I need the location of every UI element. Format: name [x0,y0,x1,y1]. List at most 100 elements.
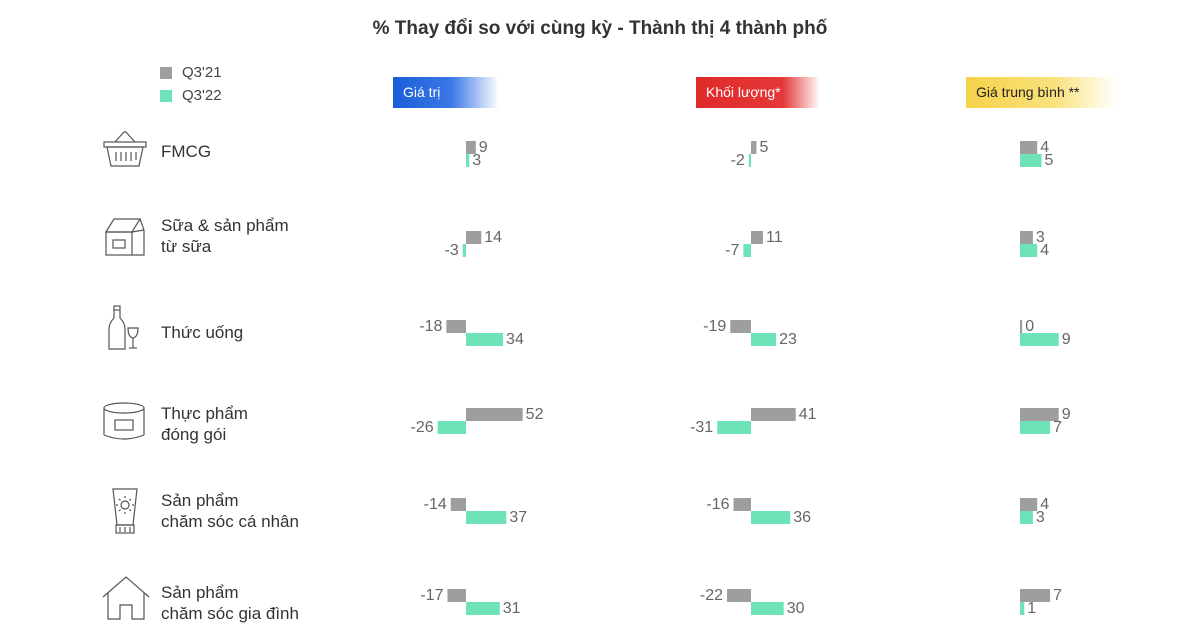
value-label-value-q3-22-row-5: 37 [509,509,527,526]
value-label-volume-q3-22-row-4: -31 [690,419,713,436]
value-label-price-q3-21-row-1: 4 [1040,139,1049,156]
bar-price-q3-22-row-6 [1020,602,1025,615]
value-label-value-q3-22-row-4: -26 [411,419,434,436]
value-label-price-q3-22-row-1: 5 [1045,152,1054,169]
category-label-line: Sữa & sản phẩm [161,216,289,235]
bar-value-q3-22-row-1 [466,154,470,167]
value-label-volume-q3-22-row-5: 36 [793,509,811,526]
bar-volume-q3-21-row-3 [730,320,751,333]
bar-volume-q3-22-row-3 [751,333,777,346]
bar-value-q3-22-row-5 [466,511,507,524]
value-label-volume-q3-21-row-3: -19 [703,318,726,335]
bar-value-q3-22-row-6 [466,602,500,615]
milk-carton-icon [104,218,145,256]
bar-value-q3-22-row-3 [466,333,504,346]
value-label-volume-q3-21-row-5: -16 [706,496,729,513]
value-label-price-q3-21-row-3: 0 [1025,318,1034,335]
bar-value-q3-21-row-1 [466,141,476,154]
value-label-volume-q3-22-row-6: 30 [787,600,805,617]
bar-value-q3-22-row-2 [462,244,466,257]
category-label-dairy: Sữa & sản phẩm từ sữa [161,215,289,257]
legend-label-q3-21: Q3'21 [182,64,222,81]
value-label-price-q3-22-row-3: 9 [1062,331,1071,348]
bar-volume-q3-22-row-1 [748,154,751,167]
bar-price-q3-22-row-4 [1020,421,1051,434]
bar-volume-q3-22-row-2 [743,244,751,257]
value-label-value-q3-21-row-3: -18 [419,318,442,335]
chart-title: % Thay đổi so với cùng kỳ - Thành thị 4 … [372,18,828,39]
bar-volume-q3-22-row-5 [751,511,791,524]
value-label-volume-q3-21-row-4: 41 [799,406,817,423]
bar-volume-q3-21-row-1 [751,141,757,154]
value-label-value-q3-22-row-3: 34 [506,331,524,348]
value-label-price-q3-22-row-6: 1 [1027,600,1036,617]
panel-header-volume: Khối lượng* [696,77,820,108]
bar-price-q3-22-row-2 [1020,244,1038,257]
wine-bottle-glass-icon [108,305,139,350]
value-label-volume-q3-22-row-1: -2 [731,152,745,169]
bar-price-q3-22-row-3 [1020,333,1059,346]
bar-volume-q3-21-row-5 [733,498,751,511]
bar-volume-q3-22-row-4 [717,421,751,434]
value-label-volume-q3-22-row-3: 23 [779,331,797,348]
food-can-icon [103,402,145,440]
value-label-value-q3-21-row-5: -14 [424,496,447,513]
legend-label-q3-22: Q3'22 [182,87,222,104]
value-label-price-q3-21-row-5: 4 [1040,496,1049,513]
value-label-value-q3-22-row-1: 3 [472,152,481,169]
category-label-line: đóng gói [161,425,227,444]
lotion-tube-icon [112,488,138,534]
bar-volume-q3-21-row-2 [751,231,763,244]
bar-value-q3-22-row-4 [437,421,466,434]
category-label-line: từ sữa [161,237,212,256]
bar-price-q3-21-row-1 [1020,141,1038,154]
category-label-line: Sản phẩm [161,583,239,602]
bar-price-q3-21-row-2 [1020,231,1033,244]
value-label-value-q3-21-row-6: -17 [420,587,443,604]
bar-value-q3-21-row-3 [446,320,466,333]
category-label-line: Thực phẩm [161,404,248,423]
category-label-packaged-food: Thực phẩm đóng gói [161,403,248,445]
value-label-price-q3-22-row-5: 3 [1036,509,1045,526]
basket-icon [103,131,147,167]
value-label-price-q3-21-row-6: 7 [1053,587,1062,604]
value-label-price-q3-21-row-4: 9 [1062,406,1071,423]
value-label-volume-q3-21-row-2: 11 [766,229,783,246]
category-label-line: FMCG [161,142,212,161]
panel-header-value: Giá trị [393,77,499,108]
value-label-value-q3-21-row-1: 9 [479,139,488,156]
category-label-beverages: Thức uống [161,322,243,343]
bar-volume-q3-21-row-6 [727,589,751,602]
bar-volume-q3-22-row-6 [751,602,784,615]
value-label-price-q3-21-row-2: 3 [1036,229,1045,246]
category-label-line: chăm sóc cá nhân [161,512,299,531]
bar-volume-q3-21-row-4 [751,408,796,421]
bar-price-q3-21-row-4 [1020,408,1059,421]
bar-value-q3-21-row-6 [447,589,466,602]
category-label-home-care: Sản phẩm chăm sóc gia đình [161,582,299,624]
legend-swatch-q3-22 [160,90,172,102]
value-label-value-q3-21-row-2: 14 [484,229,502,246]
house-icon [102,576,150,620]
legend-swatch-q3-21 [160,67,172,79]
category-label-personal-care: Sản phẩm chăm sóc cá nhân [161,490,299,532]
panel-header-average-price: Giá trung bình ** [966,77,1116,108]
bar-value-q3-21-row-2 [466,231,482,244]
value-label-value-q3-22-row-6: 31 [503,600,521,617]
value-label-price-q3-22-row-2: 4 [1040,242,1049,259]
category-label-line: chăm sóc gia đình [161,604,299,623]
value-label-price-q3-22-row-4: 7 [1053,419,1062,436]
bar-price-q3-21-row-5 [1020,498,1038,511]
value-label-volume-q3-21-row-1: 5 [759,139,768,156]
bar-price-q3-22-row-5 [1020,511,1033,524]
value-label-volume-q3-22-row-2: -7 [725,242,739,259]
bar-price-q3-21-row-3 [1020,320,1023,333]
bar-price-q3-22-row-1 [1020,154,1042,167]
category-label-line: Sản phẩm [161,491,239,510]
bar-price-q3-21-row-6 [1020,589,1051,602]
category-label-line: Thức uống [161,323,244,342]
value-label-value-q3-22-row-2: -3 [444,242,458,259]
value-label-value-q3-21-row-4: 52 [526,406,544,423]
bar-value-q3-21-row-5 [450,498,466,511]
